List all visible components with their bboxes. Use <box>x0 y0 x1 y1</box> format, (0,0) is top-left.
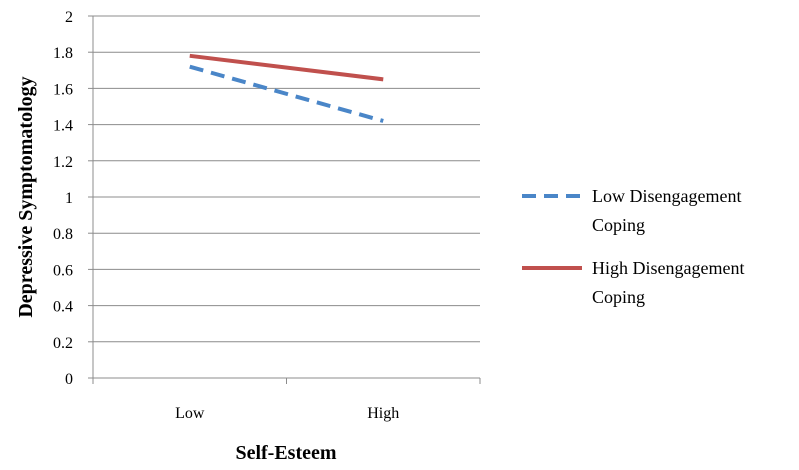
x-tick-label: High <box>367 405 399 422</box>
x-tick-label: Low <box>175 405 205 422</box>
x-tick-labels: Low High <box>175 405 399 422</box>
legend-label: Coping <box>592 215 645 235</box>
axes <box>88 15 481 384</box>
y-tick-label: 1.4 <box>53 118 73 135</box>
legend-label: High Disengagement <box>592 258 744 278</box>
x-axis-title: Self-Esteem <box>235 442 336 464</box>
y-tick-label: 1 <box>65 190 73 207</box>
y-tick-label: 0.2 <box>53 335 73 352</box>
y-tick-label: 0 <box>65 371 73 388</box>
gridlines <box>93 15 480 343</box>
y-tick-label: 0.6 <box>53 262 73 279</box>
legend-label: Coping <box>592 287 645 307</box>
y-tick-label: 1.8 <box>53 45 73 62</box>
legend-label: Low Disengagement <box>592 186 741 206</box>
y-tick-label: 0.8 <box>53 226 73 243</box>
y-tick-label: 0.4 <box>53 299 73 316</box>
series-lines <box>189 53 384 123</box>
y-tick-label: 1.2 <box>53 154 73 171</box>
y-axis-title: Depressive Symptomatology <box>15 76 37 317</box>
series-line-0 <box>189 64 384 123</box>
series-line-1 <box>189 53 384 82</box>
y-tick-label: 1.6 <box>53 81 73 98</box>
legend: Low Disengagement Coping High Disengagemen… <box>522 186 744 307</box>
y-tick-label: 2 <box>65 9 73 26</box>
y-tick-labels: 0 0.2 0.4 0.6 0.8 1 1.2 1.4 1.6 1.8 2 <box>53 9 73 388</box>
